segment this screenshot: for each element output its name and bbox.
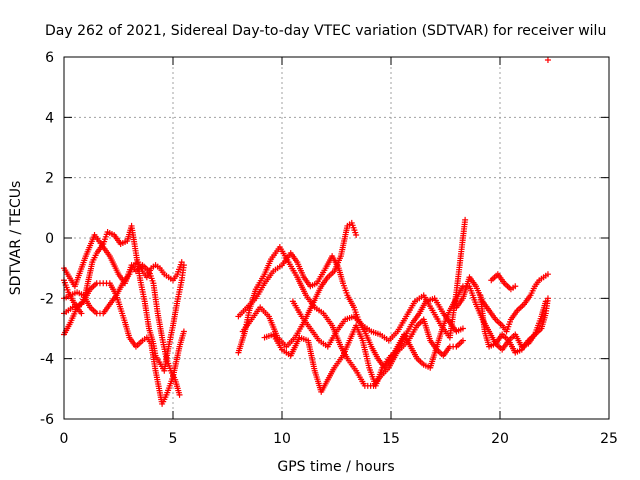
series-outlier xyxy=(544,57,551,64)
data-point xyxy=(459,325,466,332)
series-sat-B xyxy=(61,280,187,407)
data-point xyxy=(544,57,551,64)
x-tick-label: 25 xyxy=(600,431,618,447)
x-tick-label: 5 xyxy=(169,431,178,447)
data-point xyxy=(544,271,551,278)
data-point xyxy=(542,298,549,305)
series-sat-F xyxy=(235,244,466,389)
data-points xyxy=(61,57,551,407)
data-point xyxy=(180,262,187,269)
y-axis-label: SDTVAR / TECUs xyxy=(8,181,24,296)
x-tick-label: 0 xyxy=(60,431,69,447)
series-sat-K xyxy=(453,271,551,335)
x-tick-label: 15 xyxy=(382,431,400,447)
series-sat-C xyxy=(61,222,187,374)
series-sat-E xyxy=(61,277,85,317)
x-tick-label: 20 xyxy=(491,431,509,447)
data-point xyxy=(544,295,551,302)
y-tick-label: -2 xyxy=(40,291,54,307)
series-sat-L xyxy=(477,292,549,356)
series-sat-J xyxy=(289,216,469,350)
data-point xyxy=(78,310,85,317)
data-point xyxy=(459,337,466,344)
x-axis-label: GPS time / hours xyxy=(277,459,394,475)
y-tick-label: -4 xyxy=(40,352,54,368)
y-tick-label: 4 xyxy=(45,110,54,126)
y-tick-label: -6 xyxy=(40,412,54,428)
y-tick-label: 0 xyxy=(45,231,54,247)
data-point xyxy=(462,216,469,223)
y-tick-label: 6 xyxy=(45,50,54,66)
y-tick-label: 2 xyxy=(45,171,54,187)
plot-frame xyxy=(63,56,610,420)
series-sat-H xyxy=(239,219,360,350)
x-tick-label: 10 xyxy=(273,431,291,447)
series-sat-M xyxy=(488,271,519,293)
chart-title: Day 262 of 2021, Sidereal Day-to-day VTE… xyxy=(45,23,606,39)
series-sat-I xyxy=(261,316,466,395)
data-point xyxy=(178,259,185,266)
data-point xyxy=(176,391,183,398)
axis-ticks: -6 -4 -2 0 2 4 6 0 5 10 15 20 25 xyxy=(40,50,618,447)
data-point xyxy=(353,231,360,238)
series-sat-D xyxy=(61,259,185,317)
data-point xyxy=(512,283,519,290)
data-point xyxy=(180,328,187,335)
grid-lines xyxy=(64,57,609,419)
